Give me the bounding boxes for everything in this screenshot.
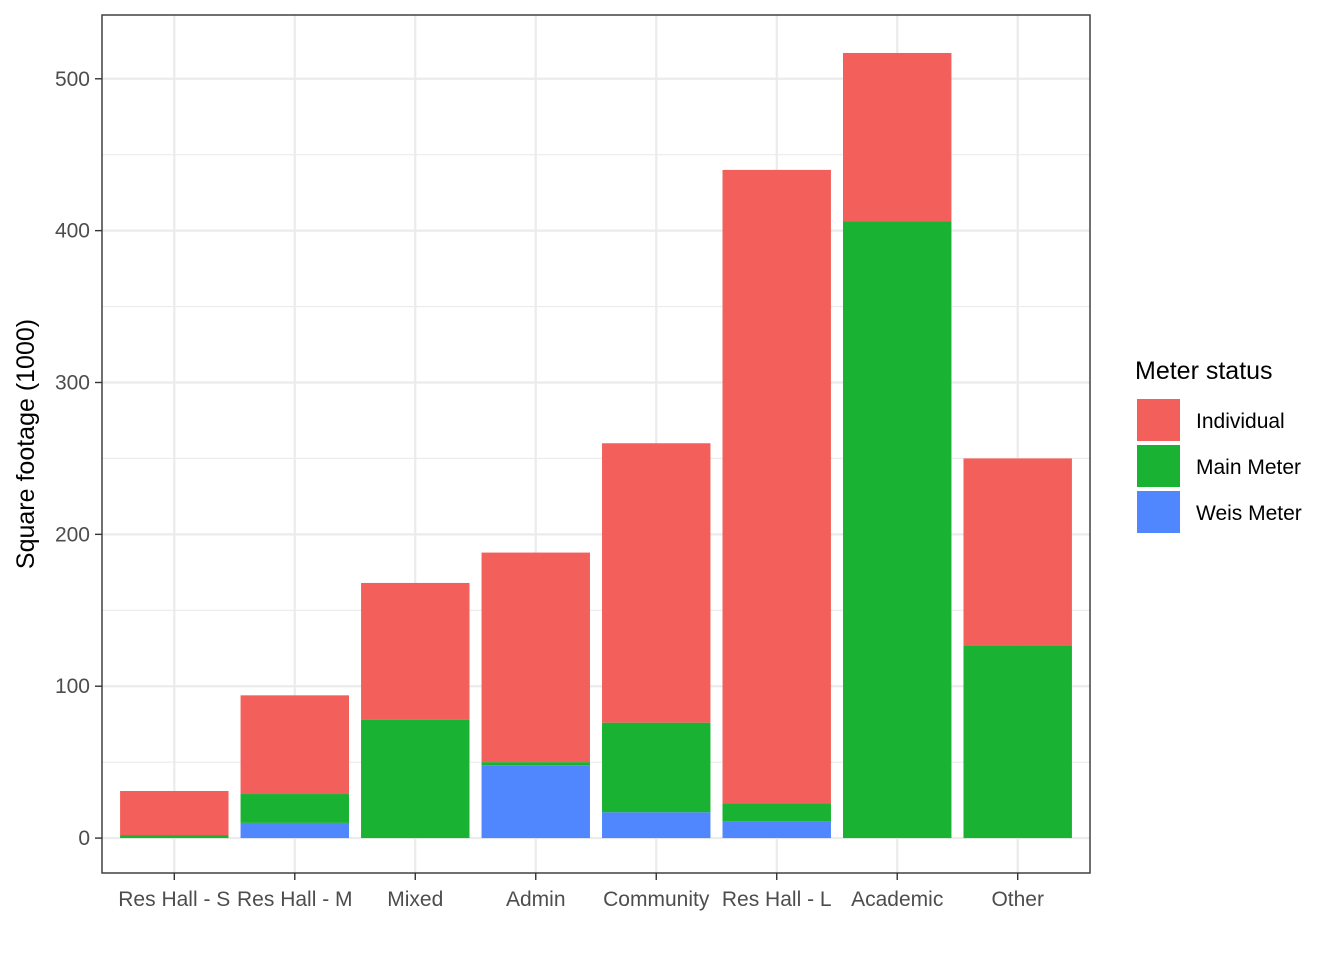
bar-main-meter (602, 722, 711, 813)
bar-individual (963, 458, 1072, 646)
bar-weis-meter (722, 821, 831, 839)
legend-label: Main Meter (1196, 456, 1301, 479)
bar-individual (361, 582, 470, 720)
y-tick-label: 500 (55, 68, 90, 91)
y-tick-label: 200 (55, 523, 90, 546)
bar-individual (602, 443, 711, 723)
axis-layer: 0 100 200 300 400 500 Res Hall - S Res Hall - M… (55, 68, 1044, 911)
x-tick-label: Res Hall - S (118, 888, 230, 911)
x-tick-label: Community (603, 888, 710, 911)
bar-main-meter (843, 221, 952, 839)
bar-main-meter (240, 794, 349, 823)
x-tick-label: Academic (851, 888, 943, 911)
legend-key (1137, 445, 1180, 487)
bar-weis-meter (240, 822, 349, 839)
x-tick-label: Mixed (387, 888, 443, 911)
y-tick-label: 300 (55, 371, 90, 394)
legend-label: Individual (1196, 410, 1285, 433)
bar-individual (240, 695, 349, 795)
y-axis-title: Square footage (1000) (12, 319, 40, 569)
legend-title: Meter status (1135, 357, 1273, 385)
x-tick-label: Other (991, 888, 1044, 911)
plot-panel-border (101, 14, 1091, 874)
bar-main-meter (361, 719, 470, 839)
legend-key (1137, 491, 1180, 533)
x-tick-label: Res Hall - M (237, 888, 353, 911)
bar-individual (722, 169, 831, 804)
bar-individual (843, 52, 952, 222)
bar-weis-meter (602, 812, 711, 839)
legend-key (1137, 399, 1180, 441)
bar-individual (120, 790, 229, 836)
legend-label: Weis Meter (1196, 502, 1302, 525)
bar-main-meter (481, 762, 590, 766)
y-tick-label: 0 (78, 827, 90, 850)
x-tick-label: Admin (506, 888, 566, 911)
bar-main-meter (963, 645, 1072, 839)
bar-layer (120, 52, 1072, 839)
y-tick-label: 100 (55, 675, 90, 698)
bar-individual (481, 552, 590, 763)
y-tick-label: 400 (55, 220, 90, 243)
bar-main-meter (722, 803, 831, 822)
bar-weis-meter (481, 765, 590, 839)
x-tick-label: Res Hall - L (722, 888, 832, 911)
bar-main-meter (120, 835, 229, 839)
legend: Meter status Individual Main Meter Weis Met… (1135, 357, 1302, 533)
